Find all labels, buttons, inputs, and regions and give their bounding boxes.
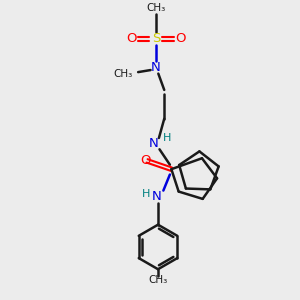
Text: O: O — [140, 154, 151, 167]
Text: N: N — [152, 190, 161, 203]
Text: S: S — [152, 32, 160, 45]
Text: O: O — [126, 32, 137, 45]
Text: O: O — [175, 32, 185, 45]
Text: H: H — [163, 133, 171, 143]
Text: CH₃: CH₃ — [114, 69, 133, 79]
Text: CH₃: CH₃ — [146, 3, 166, 13]
Text: N: N — [149, 137, 158, 151]
Text: CH₃: CH₃ — [148, 274, 168, 285]
Text: H: H — [142, 188, 150, 199]
Text: N: N — [151, 61, 161, 74]
